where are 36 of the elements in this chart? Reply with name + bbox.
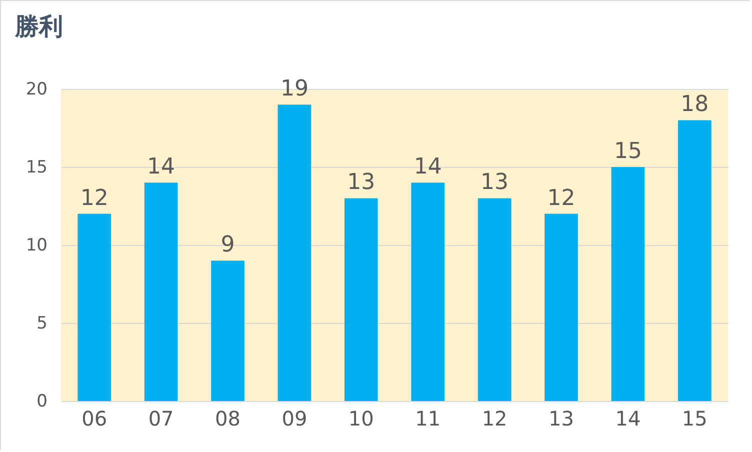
y-tick-label: 0 bbox=[36, 392, 48, 412]
x-tick-label: 14 bbox=[615, 406, 641, 430]
data-label: 13 bbox=[480, 170, 509, 196]
bar bbox=[144, 182, 178, 401]
bar bbox=[211, 260, 244, 401]
chart-title: 勝利 bbox=[14, 12, 63, 41]
y-tick-label: 20 bbox=[26, 80, 48, 100]
bar bbox=[544, 214, 578, 401]
data-label: 12 bbox=[547, 186, 576, 211]
y-tick-label: 10 bbox=[26, 236, 48, 256]
x-tick-label: 08 bbox=[215, 406, 240, 430]
data-label: 12 bbox=[80, 186, 108, 211]
bar bbox=[678, 120, 712, 401]
bar bbox=[411, 182, 445, 401]
x-tick-label: 11 bbox=[415, 406, 441, 430]
x-tick-label: 12 bbox=[482, 406, 508, 430]
x-tick-label: 15 bbox=[682, 406, 708, 430]
x-tick-label: 13 bbox=[548, 406, 574, 430]
bar bbox=[344, 198, 378, 401]
x-tick-label: 07 bbox=[148, 406, 174, 430]
data-label: 9 bbox=[220, 232, 235, 258]
x-tick-label: 06 bbox=[82, 406, 108, 430]
data-label: 14 bbox=[414, 154, 442, 180]
data-label: 19 bbox=[280, 76, 308, 102]
y-tick-label: 15 bbox=[26, 158, 48, 178]
bar bbox=[278, 104, 312, 401]
data-label: 18 bbox=[680, 92, 709, 118]
x-tick-label: 09 bbox=[282, 406, 308, 430]
bar bbox=[78, 214, 112, 401]
x-tick-label: 10 bbox=[348, 406, 374, 430]
data-label: 13 bbox=[347, 170, 376, 196]
bar bbox=[478, 198, 512, 401]
y-tick-label: 5 bbox=[36, 314, 48, 334]
data-label: 15 bbox=[614, 139, 642, 164]
data-label: 14 bbox=[147, 154, 176, 180]
bar bbox=[611, 167, 645, 401]
